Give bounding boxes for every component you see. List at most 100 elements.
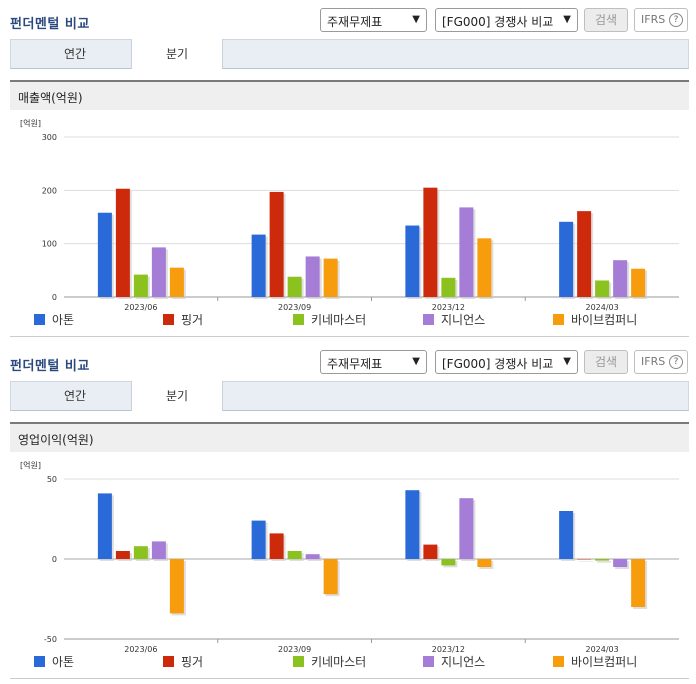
bar-핑거-2023/09 xyxy=(269,191,284,297)
x-tick-label: 2023/06 xyxy=(124,303,157,312)
y-tick-label: -50 xyxy=(44,635,57,644)
fundamental-section-revenue: 펀더멘털 비교 주재무제표 ▼ [FG000] 경쟁사 비교 ▼ 검색 IFRS… xyxy=(10,8,689,337)
legend-label: 핑거 xyxy=(181,655,203,669)
x-tick-label: 2024/03 xyxy=(586,645,619,654)
legend-label: 키네마스터 xyxy=(311,313,366,327)
peer-group-select[interactable]: [FG000] 경쟁사 비교 ▼ xyxy=(435,8,578,32)
bar-아톤-2023/12 xyxy=(405,490,420,559)
bar-키네마스터-2023/12 xyxy=(441,559,456,566)
tab-quarterly[interactable]: 분기 xyxy=(131,39,223,69)
y-tick-label: 50 xyxy=(47,475,57,484)
help-icon[interactable]: ? xyxy=(669,13,683,27)
legend-swatch xyxy=(423,314,434,325)
divider xyxy=(10,336,689,337)
bar-아톤-2024/03 xyxy=(559,221,574,297)
bar-지니언스-2023/09 xyxy=(305,256,320,297)
statement-type-select[interactable]: 주재무제표 ▼ xyxy=(320,350,427,374)
y-tick-label: 0 xyxy=(52,555,57,564)
legend-label: 바이브컴퍼니 xyxy=(571,313,637,327)
search-button[interactable]: 검색 xyxy=(584,8,628,32)
legend-label: 바이브컴퍼니 xyxy=(571,655,637,669)
y-tick-label: 100 xyxy=(42,240,57,249)
ifrs-label: IFRS xyxy=(641,355,666,368)
bar-지니언스-2023/06 xyxy=(151,247,166,297)
bar-키네마스터-2023/12 xyxy=(441,277,456,297)
peer-group-select[interactable]: [FG000] 경쟁사 비교 ▼ xyxy=(435,350,578,374)
ifrs-button[interactable]: IFRS ? xyxy=(634,8,688,32)
bar-핑거-2023/12 xyxy=(423,544,438,559)
chevron-down-icon: ▼ xyxy=(563,356,571,367)
legend-swatch xyxy=(163,656,174,667)
bar-지니언스-2023/09 xyxy=(305,554,320,559)
period-tabs: 연간 분기 xyxy=(10,381,689,411)
x-tick-label: 2023/12 xyxy=(432,303,465,312)
bar-핑거-2023/12 xyxy=(423,187,438,297)
legend-swatch xyxy=(293,656,304,667)
chevron-down-icon: ▼ xyxy=(563,14,571,25)
ifrs-button[interactable]: IFRS ? xyxy=(634,350,688,374)
bar-핑거-2023/06 xyxy=(115,551,130,559)
tab-annual[interactable]: 연간 xyxy=(63,389,87,403)
x-tick-label: 2023/09 xyxy=(278,645,311,654)
statement-type-value: 주재무제표 xyxy=(327,357,383,371)
bar-아톤-2023/09 xyxy=(251,234,266,297)
bar-아톤-2023/06 xyxy=(97,493,112,559)
bar-바이브컴퍼니-2023/09 xyxy=(323,559,338,595)
bar-바이브컴퍼니-2023/12 xyxy=(477,559,492,567)
legend-label: 지니언스 xyxy=(441,655,485,669)
divider xyxy=(10,678,689,679)
tab-quarterly[interactable]: 분기 xyxy=(131,381,223,411)
revenue-bar-chart: [억원] 0 100 200 300 2023/06 2023/09 2023/12 2024/… xyxy=(20,118,679,327)
bar-아톤-2024/03 xyxy=(559,511,574,559)
bar-바이브컴퍼니-2023/06 xyxy=(169,559,184,614)
ifrs-label: IFRS xyxy=(641,13,666,26)
fundamental-section-operating-profit: 펀더멘털 비교 주재무제표 ▼ [FG000] 경쟁사 비교 ▼ 검색 IFRS… xyxy=(0,342,696,684)
search-button[interactable]: 검색 xyxy=(584,350,628,374)
peer-group-value: [FG000] 경쟁사 비교 xyxy=(442,357,554,371)
bar-키네마스터-2023/09 xyxy=(287,551,302,559)
chevron-down-icon: ▼ xyxy=(412,356,420,367)
y-tick-label: 200 xyxy=(42,186,57,195)
chart-header: 매출액(억원) xyxy=(10,80,689,110)
y-tick-label: 0 xyxy=(52,293,57,302)
operating-profit-bar-chart: [억원] -50 0 50 2023/06 2023/09 2023/12 2024/03 아톤… xyxy=(20,460,679,669)
legend-label: 지니언스 xyxy=(441,313,485,327)
bar-아톤-2023/12 xyxy=(405,225,420,297)
bar-아톤-2023/06 xyxy=(97,212,112,297)
y-tick-label: 300 xyxy=(42,133,57,142)
bar-바이브컴퍼니-2023/06 xyxy=(169,267,184,297)
bar-지니언스-2024/03 xyxy=(613,559,628,567)
bar-키네마스터-2023/09 xyxy=(287,276,302,297)
bar-핑거-2023/09 xyxy=(269,533,284,559)
legend-swatch xyxy=(423,656,434,667)
legend-swatch xyxy=(553,656,564,667)
section-title: 펀더멘털 비교 xyxy=(10,17,90,32)
statement-type-select[interactable]: 주재무제표 ▼ xyxy=(320,8,427,32)
legend-label: 키네마스터 xyxy=(311,655,366,669)
help-icon[interactable]: ? xyxy=(669,355,683,369)
legend-swatch xyxy=(553,314,564,325)
legend-swatch xyxy=(34,314,45,325)
legend-swatch xyxy=(34,656,45,667)
statement-type-value: 주재무제표 xyxy=(327,15,383,29)
chart-header: 영업이익(억원) xyxy=(10,422,689,452)
bar-지니언스-2023/12 xyxy=(459,207,474,297)
bar-키네마스터-2023/06 xyxy=(133,546,148,559)
tab-annual[interactable]: 연간 xyxy=(63,47,87,61)
bar-바이브컴퍼니-2024/03 xyxy=(631,268,646,297)
x-tick-label: 2023/06 xyxy=(124,645,157,654)
bar-키네마스터-2023/06 xyxy=(133,274,148,297)
bar-바이브컴퍼니-2023/09 xyxy=(323,258,338,297)
bar-핑거-2024/03 xyxy=(577,211,592,297)
bar-아톤-2023/09 xyxy=(251,520,266,559)
x-tick-label: 2023/12 xyxy=(432,645,465,654)
bar-shadow xyxy=(579,561,594,562)
chart-title: 영업이익(억원) xyxy=(18,433,94,447)
bar-바이브컴퍼니-2024/03 xyxy=(631,559,646,607)
legend-swatch xyxy=(163,314,174,325)
bar-지니언스-2024/03 xyxy=(613,260,628,297)
axis-unit-label: [억원] xyxy=(20,460,41,470)
x-tick-label: 2024/03 xyxy=(586,303,619,312)
bar-키네마스터-2024/03 xyxy=(595,280,610,297)
chart-title: 매출액(억원) xyxy=(18,91,83,105)
